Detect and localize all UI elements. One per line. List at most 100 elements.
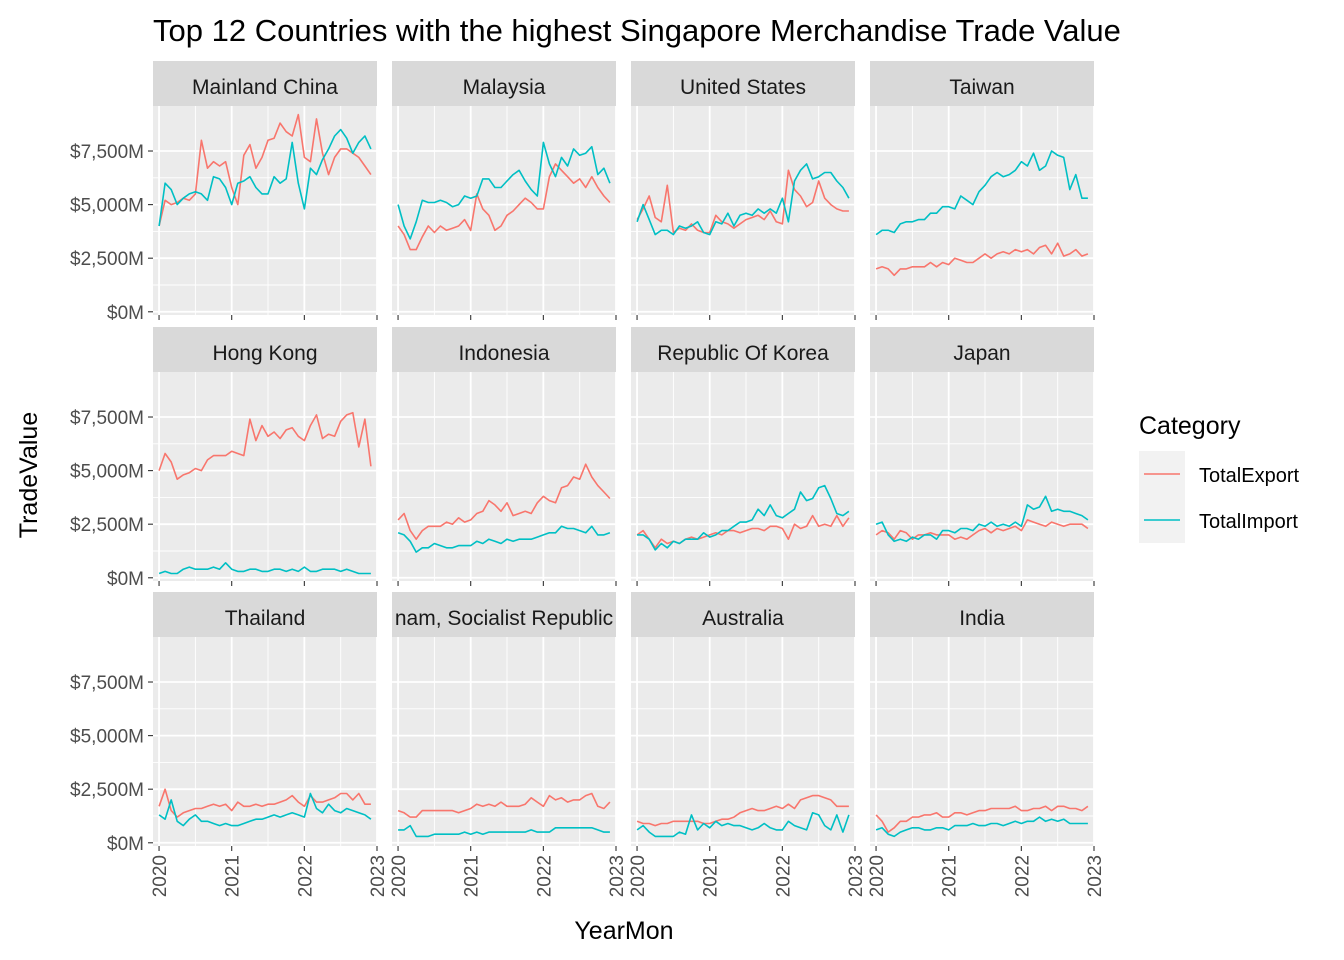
y-tick-label: $5,000M bbox=[70, 462, 144, 483]
facet-strip-label: Republic Of Korea bbox=[657, 342, 829, 365]
axes: $0M $2,500M $5,000M $7,500M $0M $2,500M $5,000… bbox=[70, 142, 1106, 897]
facet-strip bbox=[153, 327, 377, 372]
y-tick-label: $0M bbox=[107, 834, 144, 855]
x-tick-label: 2021 bbox=[940, 855, 961, 897]
facet-strip bbox=[870, 327, 1094, 372]
panel-background bbox=[870, 637, 1094, 846]
panel-taiwan: Taiwan bbox=[870, 61, 1095, 315]
facet-strip bbox=[631, 61, 855, 106]
facet-strip bbox=[631, 592, 855, 637]
x-tick-label: 2020 bbox=[867, 855, 888, 897]
series-line-totalimport bbox=[636, 811, 850, 838]
facet-strip bbox=[870, 592, 1094, 637]
x-tick-label: 2022 bbox=[534, 855, 555, 897]
panel-united-states: United States bbox=[631, 61, 856, 315]
x-tick-label: 2023 bbox=[1085, 855, 1106, 897]
series-line-totalimport bbox=[875, 816, 1088, 838]
facet-strip-label: Thailand bbox=[225, 607, 306, 630]
series-line-totalimport bbox=[636, 163, 850, 236]
x-tick-label: 2021 bbox=[223, 855, 244, 897]
panel-background bbox=[870, 106, 1094, 315]
facet-strip bbox=[392, 592, 616, 637]
y-tick-label: $2,500M bbox=[70, 780, 144, 801]
series-line-totalexport bbox=[875, 805, 1089, 833]
x-tick-label: 2020 bbox=[389, 855, 410, 897]
panel-malaysia: Malaysia bbox=[392, 61, 617, 315]
series-line-totalexport bbox=[158, 788, 371, 818]
series-line-totalimport bbox=[158, 561, 371, 575]
panel-thailand: Thailand bbox=[153, 592, 378, 846]
x-tick-label: 2020 bbox=[628, 855, 649, 897]
y-axis-title: TradeValue bbox=[15, 412, 43, 538]
facet-strip bbox=[153, 592, 377, 637]
panel-background bbox=[392, 637, 616, 846]
panel-background bbox=[392, 106, 616, 315]
y-tick-label: $7,500M bbox=[70, 673, 144, 694]
legend: Category TotalExport TotalImport bbox=[1139, 412, 1299, 543]
panel-background bbox=[631, 106, 855, 315]
panel-background bbox=[870, 372, 1094, 581]
panel-background bbox=[153, 106, 377, 315]
series-line-totalexport bbox=[636, 794, 849, 827]
series-line-totalimport bbox=[398, 824, 610, 838]
x-tick-label: 2020 bbox=[150, 855, 171, 897]
facet-strip-label: India bbox=[959, 607, 1005, 630]
panel-mainland-china: Mainland China bbox=[153, 61, 378, 315]
panel-republic-of-korea: Republic Of Korea bbox=[631, 327, 856, 581]
panel-background bbox=[153, 372, 377, 581]
x-tick-label: 2023 bbox=[607, 855, 628, 897]
facet-panels: Mainland China Malaysia United States Taiwa… bbox=[153, 61, 1095, 846]
facet-strip-label: Japan bbox=[953, 342, 1010, 365]
series-line-totalexport bbox=[158, 113, 372, 227]
series-line-totalimport bbox=[397, 141, 611, 240]
panel-background bbox=[631, 372, 855, 581]
x-tick-label: 2021 bbox=[701, 855, 722, 897]
y-tick-label: $0M bbox=[107, 303, 144, 324]
series-line-totalexport bbox=[636, 169, 849, 234]
series-line-totalimport bbox=[875, 495, 1089, 543]
y-tick-label: $2,500M bbox=[70, 515, 144, 536]
facet-strip-label: nam, Socialist Republic bbox=[395, 607, 613, 630]
series-line-totalexport bbox=[875, 242, 1089, 277]
panel-australia: Australia bbox=[631, 592, 856, 846]
facet-strip-label: Taiwan bbox=[949, 76, 1014, 99]
series-line-totalimport bbox=[637, 484, 850, 551]
x-axis-title: YearMon bbox=[574, 917, 673, 945]
x-tick-label: 2022 bbox=[773, 855, 794, 897]
y-tick-label: $0M bbox=[107, 569, 144, 590]
panel-japan: Japan bbox=[870, 327, 1095, 581]
facet-strip-label: Indonesia bbox=[458, 342, 549, 365]
series-line-totalexport bbox=[158, 411, 372, 481]
facet-strip bbox=[392, 61, 616, 106]
x-tick-label: 2021 bbox=[462, 855, 483, 897]
facet-strip-label: Hong Kong bbox=[212, 342, 317, 365]
facet-strip-label: Australia bbox=[702, 607, 784, 630]
facet-strip-label: Malaysia bbox=[463, 76, 546, 99]
y-tick-label: $2,500M bbox=[70, 249, 144, 270]
x-tick-label: 2023 bbox=[368, 855, 389, 897]
series-line-totalimport bbox=[158, 792, 372, 827]
legend-title: Category bbox=[1139, 412, 1241, 440]
x-tick-label: 2023 bbox=[846, 855, 867, 897]
x-tick-label: 2022 bbox=[295, 855, 316, 897]
panel-background bbox=[153, 637, 377, 846]
panel-india: India bbox=[870, 592, 1095, 846]
panel-nam-socialist-republic: nam, Socialist Republic bbox=[392, 592, 617, 846]
x-tick-label: 2022 bbox=[1012, 855, 1033, 897]
panel-background bbox=[631, 637, 855, 846]
facet-strip bbox=[392, 327, 616, 372]
facet-strip-label: United States bbox=[680, 76, 806, 99]
y-tick-label: $5,000M bbox=[70, 196, 144, 217]
facet-strip bbox=[153, 61, 377, 106]
chart-title: Top 12 Countries with the highest Singap… bbox=[153, 13, 1121, 48]
panel-background bbox=[392, 372, 616, 581]
series-line-totalimport bbox=[875, 150, 1088, 236]
facet-strip bbox=[870, 61, 1094, 106]
y-tick-label: $7,500M bbox=[70, 408, 144, 429]
series-line-totalexport bbox=[397, 463, 611, 541]
legend-label-export: TotalExport bbox=[1199, 465, 1299, 487]
panel-indonesia: Indonesia bbox=[392, 327, 617, 581]
series-line-totalexport bbox=[397, 792, 611, 818]
panel-hong-kong: Hong Kong bbox=[153, 327, 378, 581]
